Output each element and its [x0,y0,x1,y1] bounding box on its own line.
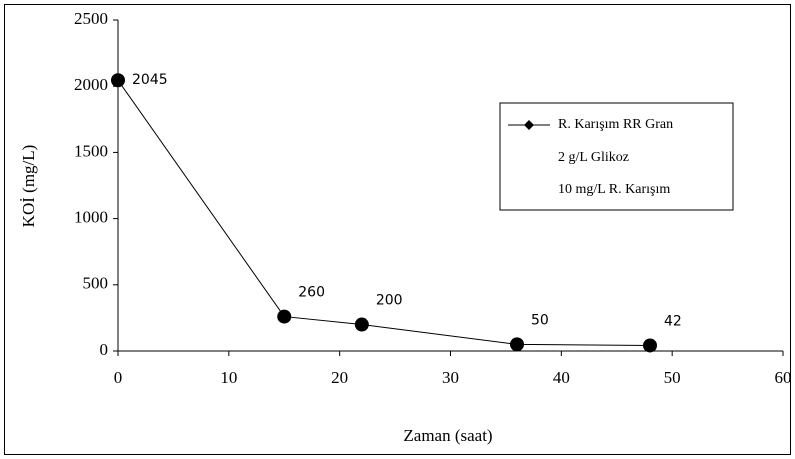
y-tick-label: 1500 [74,141,108,160]
y-tick-label: 1000 [74,208,108,227]
x-tick-label: 50 [664,368,681,387]
frame [4,4,791,455]
data-point [354,317,369,332]
data-label: 2045 [132,72,168,88]
data-point [111,73,125,88]
x-tick-label: 20 [331,368,348,387]
data-label: 42 [664,313,682,329]
data-label: 260 [298,285,325,301]
data-point [643,338,657,353]
x-tick-label: 10 [220,368,237,387]
x-tick-label: 0 [114,368,123,387]
legend-note: 2 g/L Glikoz [558,150,629,165]
data-label: 50 [531,312,549,328]
x-axis-label: Zaman (saat) [403,426,492,445]
x-tick-label: 60 [775,368,792,387]
legend-box [499,102,734,211]
y-tick-label: 2000 [74,75,108,94]
y-tick-label: 2500 [74,9,108,28]
y-tick-label: 0 [100,340,109,359]
x-tick-label: 40 [553,368,570,387]
legend-label: R. Karışım RR Gran [558,117,673,132]
legend-note: 10 mg/L R. Karışım [558,182,670,197]
y-tick-label: 500 [83,274,109,293]
data-point [510,337,524,352]
data-label: 200 [376,293,403,309]
x-tick-label: 30 [442,368,459,387]
legend-marker [524,120,534,130]
y-axis-label: KOİ (mg/L) [19,145,38,228]
data-point [277,309,292,324]
